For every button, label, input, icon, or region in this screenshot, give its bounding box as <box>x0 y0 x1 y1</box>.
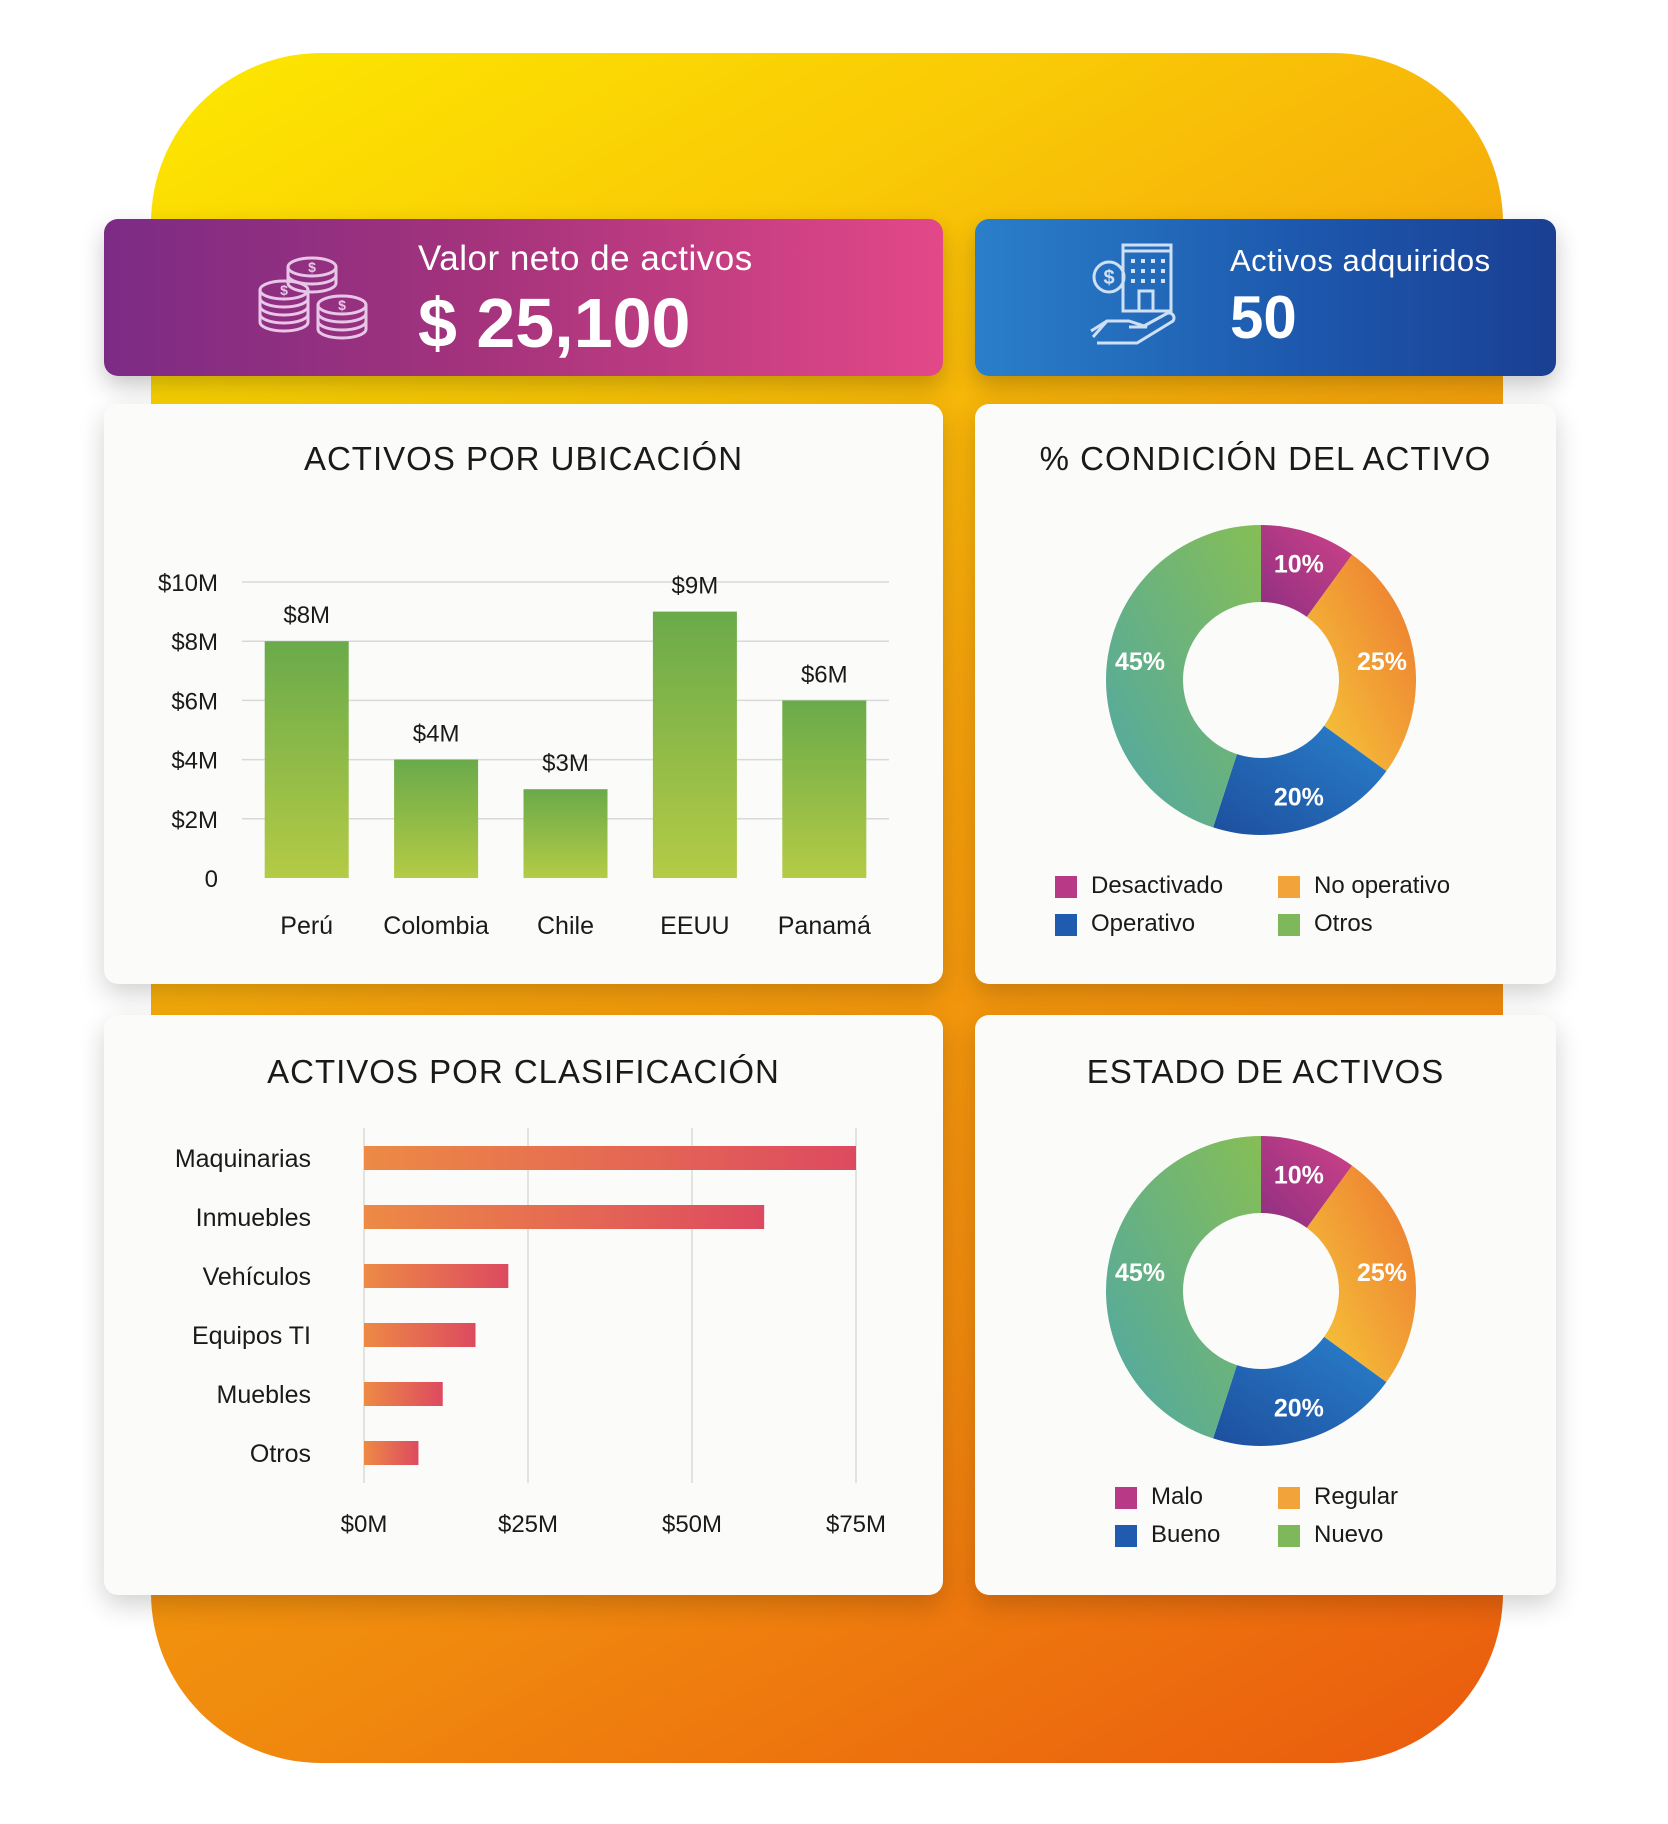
legend-swatch <box>1115 1525 1137 1547</box>
legend-label: Nuevo <box>1314 1521 1384 1548</box>
legend-swatch <box>1115 1487 1137 1509</box>
svg-text:$: $ <box>338 297 346 313</box>
legend-label: Otros <box>1314 910 1373 937</box>
donut-chart-status: 10% 25% 20% 45% <box>1106 1136 1416 1446</box>
hbar-chart-classification: $0M $25M $50M $75M Maquinarias Inmuebles Vehíc… <box>175 1128 886 1538</box>
bar-chart-location: 0 $2M $4M $6M $8M $10M $8M Perú $4M Colombia $3M Ch… <box>158 570 889 940</box>
bar <box>394 759 479 878</box>
legend-swatch <box>1278 1487 1300 1509</box>
data-label: $3M <box>542 750 589 777</box>
chart-title-condition: % CONDICIÓN DEL ACTIVO <box>1039 440 1492 477</box>
kpi-acquired-label: Activos adquiridos <box>1230 243 1491 278</box>
bar <box>364 1323 476 1347</box>
kpi-net-value-label: Valor neto de activos <box>418 239 753 278</box>
slice-label: 20% <box>1274 1395 1324 1423</box>
kpi-net-value-value: $ 25,100 <box>418 284 691 362</box>
chart-title-status: ESTADO DE ACTIVOS <box>1086 1053 1445 1090</box>
data-label: $9M <box>672 573 719 600</box>
bar <box>364 1441 419 1465</box>
kpi-acquired: $ Activos adquiridos 50 <box>975 219 1556 376</box>
svg-text:$: $ <box>280 282 288 298</box>
donut-slice <box>1261 1136 1353 1228</box>
bar <box>364 1382 443 1406</box>
legend-swatch <box>1055 876 1077 898</box>
svg-text:$: $ <box>1103 267 1114 289</box>
bar <box>364 1146 856 1170</box>
y-tick-label: Inmuebles <box>196 1204 311 1232</box>
card-asset-status: ESTADO DE ACTIVOS 10% 25% 20% 45% Malo Regul… <box>975 1015 1556 1595</box>
legend-condition: Desactivado No operativo Operativo Otros <box>975 404 1556 984</box>
coins-icon: $ $ $ <box>258 256 368 340</box>
bar <box>652 611 737 878</box>
building-hand-icon: $ <box>1090 243 1176 345</box>
y-tick-label: Muebles <box>217 1381 312 1409</box>
y-tick-label: $2M <box>171 807 218 834</box>
x-tick-label: Panamá <box>778 912 871 940</box>
y-tick-label: $8M <box>171 629 218 656</box>
donut-slice <box>1306 1165 1416 1383</box>
donut-slice <box>1213 1336 1387 1446</box>
data-label: $6M <box>801 661 848 688</box>
data-label: $4M <box>413 721 460 748</box>
legend-label: Operativo <box>1091 910 1196 937</box>
legend-swatch <box>1055 914 1077 936</box>
data-label: $8M <box>283 602 330 629</box>
kpi-net-value: $ $ $ Valor neto de activos $ 25,100 <box>104 219 943 376</box>
slice-label: 20% <box>1274 784 1324 812</box>
x-tick-label: $0M <box>341 1511 388 1538</box>
legend-swatch <box>1278 876 1300 898</box>
x-tick-label: EEUU <box>660 912 729 940</box>
kpi-acquired-value: 50 <box>1230 284 1297 351</box>
y-tick-label: $10M <box>158 570 218 597</box>
card-assets-by-location: ACTIVOS POR UBICACIÓN 0 $2M $4M $6M $8M $10M $… <box>104 404 943 984</box>
y-tick-label: Vehículos <box>203 1263 311 1291</box>
chart-title-location: ACTIVOS POR UBICACIÓN <box>303 440 744 477</box>
legend-label: Bueno <box>1151 1521 1221 1548</box>
donut-slice <box>1261 525 1353 617</box>
donut-slice <box>1306 554 1416 772</box>
donut-slice <box>1213 725 1387 835</box>
x-tick-label: $25M <box>498 1511 558 1538</box>
slice-label: 10% <box>1274 1161 1324 1189</box>
legend-label: Desactivado <box>1091 872 1224 899</box>
chart-title-classification: ACTIVOS POR CLASIFICACIÓN <box>267 1053 780 1090</box>
card-asset-condition: % CONDICIÓN DEL ACTIVO 10% 25% 20% 45% Desa… <box>975 404 1556 984</box>
bar <box>364 1264 509 1288</box>
donut-slice <box>1106 1136 1261 1439</box>
slice-label: 45% <box>1115 1259 1165 1287</box>
bar <box>364 1205 765 1229</box>
legend-label: Regular <box>1314 1483 1399 1510</box>
x-tick-label: Perú <box>280 912 333 940</box>
y-tick-label: $4M <box>171 748 218 775</box>
y-tick-label: Otros <box>250 1440 311 1468</box>
y-tick-label: Maquinarias <box>175 1145 311 1173</box>
x-tick-label: $50M <box>662 1511 722 1538</box>
legend-label: Malo <box>1151 1483 1204 1510</box>
legend-swatch <box>1278 914 1300 936</box>
slice-label: 45% <box>1115 648 1165 676</box>
donut-slice <box>1106 525 1261 828</box>
bar <box>782 700 867 878</box>
slice-label: 10% <box>1274 550 1324 578</box>
slice-label: 25% <box>1357 1259 1407 1287</box>
x-tick-label: Colombia <box>383 912 489 940</box>
legend-status: Malo Regular Bueno Nuevo <box>975 1015 1556 1595</box>
x-tick-label: $75M <box>826 1511 886 1538</box>
donut-chart-condition: 10% 25% 20% 45% <box>1106 525 1416 835</box>
y-tick-label: 0 <box>205 866 218 893</box>
legend-label: No operativo <box>1314 872 1451 899</box>
slice-label: 25% <box>1357 648 1407 676</box>
y-tick-label: $6M <box>171 688 218 715</box>
y-tick-label: Equipos TI <box>192 1322 311 1350</box>
svg-text:$: $ <box>308 259 316 275</box>
x-tick-label: Chile <box>537 912 594 940</box>
card-assets-by-classification: ACTIVOS POR CLASIFICACIÓN $0M $25M $50M $75… <box>104 1015 943 1595</box>
bar <box>523 789 608 878</box>
bar <box>264 641 349 878</box>
legend-swatch <box>1278 1525 1300 1547</box>
